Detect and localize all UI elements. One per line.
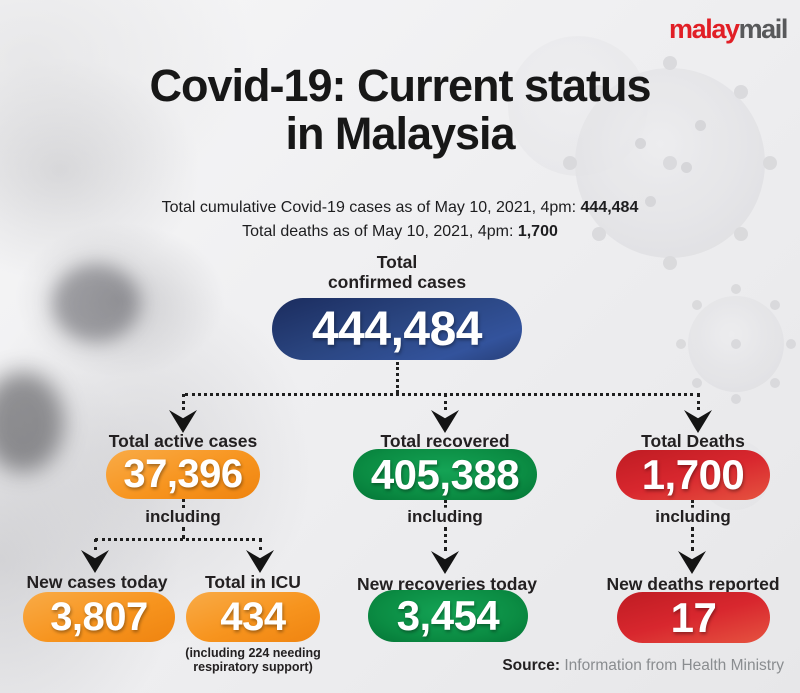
recovered-including-label: including (407, 507, 483, 526)
confirmed-cases-label: Total confirmed cases (297, 252, 497, 292)
connector-icu-stem (259, 539, 262, 550)
arrow-down-icon (81, 550, 109, 573)
connector-newcases-stem (94, 539, 97, 550)
icu-note-line2: respiratory support) (193, 660, 313, 675)
active-cases-value-pill: 37,396 (106, 450, 260, 499)
deaths-label: Total Deaths (641, 431, 745, 451)
source-credit: Source: Information from Health Ministry (502, 657, 784, 675)
icu-note: (including 224 needing respiratory suppo… (153, 646, 353, 675)
connector-level1-horizontal (185, 393, 700, 396)
subtitle-line2-value: 1,700 (517, 223, 558, 240)
connector-deaths-stem (697, 394, 700, 410)
confirmed-cases-label-line2: confirmed cases (327, 272, 467, 293)
subtitle-line2-text: Total deaths as of May 10, 2021, 4pm: (242, 223, 518, 240)
arrow-down-icon (431, 410, 459, 433)
page-title: Covid-19: Current status in Malaysia (0, 62, 800, 157)
source-label: Source: (502, 657, 561, 674)
connector-level2-horizontal (95, 538, 262, 541)
subtitle: Total cumulative Covid-19 cases as of Ma… (0, 196, 800, 244)
recovered-label: Total recovered (380, 431, 510, 451)
page-title-line1: Covid-19: Current status (149, 60, 651, 111)
icu-label: Total in ICU (205, 572, 301, 592)
new-deaths-value-pill: 17 (617, 592, 770, 643)
connector-active-including-stub (182, 499, 185, 508)
connector-recoveries-stem (444, 527, 447, 551)
brand-logo: malaymail (669, 14, 789, 45)
deaths-including-label: including (655, 507, 731, 526)
connector-recovered-including-stub (444, 500, 447, 508)
connector-newdeaths-stem (691, 527, 694, 551)
active-including-label: including (145, 507, 221, 526)
subtitle-line1: Total cumulative Covid-19 cases as of Ma… (0, 196, 800, 220)
connector-recovered-stem (444, 394, 447, 410)
brand-logo-mail: mail (738, 14, 789, 44)
deaths-value-pill: 1,700 (616, 450, 770, 500)
virus-decoration-small (688, 296, 784, 392)
new-cases-value-pill: 3,807 (23, 592, 175, 642)
page-title-line2: in Malaysia (285, 107, 515, 159)
arrow-down-icon (678, 551, 706, 574)
icu-value-pill: 434 (186, 592, 320, 642)
arrow-down-icon (684, 410, 712, 433)
connector-root-stub (396, 362, 399, 393)
new-recoveries-label: New recoveries today (357, 574, 537, 594)
arrow-down-icon (431, 551, 459, 574)
connector-active-branch-stub (182, 527, 185, 539)
brand-logo-malay: malay (669, 14, 740, 44)
new-recoveries-value-pill: 3,454 (368, 590, 528, 642)
subtitle-line1-text: Total cumulative Covid-19 cases as of Ma… (161, 199, 581, 216)
arrow-down-icon (169, 410, 197, 433)
new-cases-label: New cases today (26, 572, 168, 592)
active-cases-label: Total active cases (108, 431, 258, 451)
arrow-down-icon (246, 550, 274, 573)
source-text: Information from Health Ministry (560, 657, 784, 674)
confirmed-cases-label-line1: Total (376, 252, 418, 272)
connector-deaths-including-stub (691, 500, 694, 508)
subtitle-line1-value: 444,484 (580, 199, 639, 216)
confirmed-cases-value-pill: 444,484 (272, 298, 522, 360)
subtitle-line2: Total deaths as of May 10, 2021, 4pm: 1,… (0, 220, 800, 244)
connector-active-stem (182, 394, 185, 410)
icu-note-line1: (including 224 needing (185, 646, 321, 660)
recovered-value-pill: 405,388 (353, 449, 537, 500)
